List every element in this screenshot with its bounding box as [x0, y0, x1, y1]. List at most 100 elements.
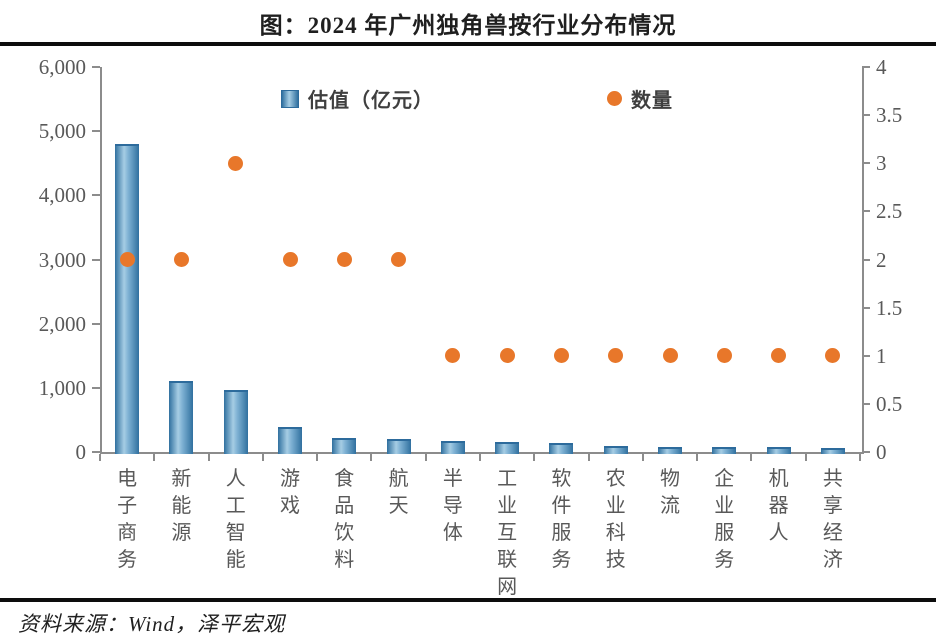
right-axis-tick-label: 2 — [876, 247, 887, 272]
right-axis-tick — [862, 402, 870, 405]
bar-航天 — [386, 438, 411, 454]
left-axis-tick — [92, 194, 100, 197]
left-axis-tick-label: 1,000 — [38, 375, 86, 400]
bar-series-swatch-icon — [281, 89, 299, 108]
right-axis-tick — [862, 354, 870, 357]
x-axis-tick — [153, 454, 156, 461]
category-label-航天: 航天 — [388, 468, 409, 517]
right-axis-tick — [862, 114, 870, 117]
bar-机器人 — [766, 447, 791, 454]
dot-机器人 — [771, 348, 787, 364]
x-axis-tick — [533, 454, 536, 461]
right-axis-tick-label: 1.5 — [876, 295, 903, 320]
data-source-note: 资料来源：Wind，泽平宏观 — [18, 612, 286, 636]
dot-软件服务 — [553, 348, 569, 364]
category-label-食品饮料: 食品饮料 — [334, 468, 355, 571]
x-axis-tick — [261, 454, 264, 461]
dot-农业科技 — [608, 348, 624, 364]
dot-工业互联网 — [499, 348, 515, 364]
right-axis-tick-label: 0 — [876, 440, 887, 464]
left-axis-tick-label: 2,000 — [38, 311, 86, 336]
x-axis-tick — [424, 454, 427, 461]
footer-divider-line — [0, 598, 936, 602]
left-axis-tick — [92, 66, 100, 68]
bar-食品饮料 — [332, 438, 357, 454]
bar-半导体 — [440, 441, 465, 454]
category-label-工业互联网: 工业互联网 — [497, 468, 518, 598]
dot-企业服务 — [716, 348, 732, 364]
bar-物流 — [658, 446, 682, 454]
x-axis-tick — [479, 454, 481, 461]
legend-valuation-label: 估值（亿元） — [308, 90, 434, 112]
x-axis-tick — [804, 454, 807, 461]
legend-item-valuation: 估值（亿元） — [281, 84, 434, 113]
right-axis-tick — [862, 66, 870, 68]
bar-游戏 — [278, 426, 302, 454]
category-label-农业科技: 农业科技 — [605, 468, 626, 571]
right-axis-tick-label: 3 — [876, 151, 887, 176]
legend-count-label: 数量 — [631, 90, 673, 112]
left-axis-tick — [92, 322, 100, 325]
right-axis-tick-label: 4 — [876, 55, 887, 79]
right-axis-tick-label: 2.5 — [876, 199, 903, 224]
bar-企业服务 — [712, 446, 737, 454]
left-axis-tick-label: 3,000 — [38, 247, 86, 272]
x-axis-tick — [99, 454, 101, 461]
bar-电子商务 — [115, 144, 140, 454]
right-axis-tick — [862, 210, 870, 213]
x-axis-tick — [641, 454, 644, 461]
left-axis-tick-label: 5,000 — [38, 119, 86, 144]
right-axis-tick-label: 1 — [876, 343, 887, 368]
category-label-共享经济: 共享经济 — [822, 468, 843, 571]
dot-游戏 — [282, 252, 298, 267]
category-label-软件服务: 软件服务 — [551, 468, 572, 571]
x-axis-tick — [370, 454, 373, 461]
x-axis-tick — [587, 454, 590, 461]
chart-title: 图：2024 年广州独角兽按行业分布情况 — [259, 13, 677, 38]
x-axis-tick — [316, 454, 319, 461]
category-label-电子商务: 电子商务 — [117, 468, 138, 571]
bar-共享经济 — [820, 447, 845, 454]
plot-area — [100, 67, 864, 454]
dot-电子商务 — [119, 252, 135, 267]
x-axis-tick — [750, 454, 753, 461]
category-label-人工智能: 人工智能 — [225, 468, 246, 571]
x-axis-tick — [859, 454, 861, 461]
dot-人工智能 — [228, 155, 244, 171]
right-axis-tick — [862, 258, 870, 261]
x-axis-tick — [696, 454, 699, 461]
dot-新能源 — [173, 252, 189, 267]
left-axis-tick — [92, 258, 100, 261]
category-label-半导体: 半导体 — [442, 468, 463, 544]
dot-共享经济 — [825, 348, 841, 364]
left-axis-tick-label: 6,000 — [38, 55, 86, 79]
category-label-新能源: 新能源 — [171, 468, 192, 544]
category-label-游戏: 游戏 — [280, 468, 300, 517]
right-axis-tick — [862, 451, 870, 453]
dot-食品饮料 — [336, 252, 352, 267]
dot-航天 — [391, 252, 407, 267]
right-axis-tick-label: 0.5 — [876, 391, 903, 416]
legend-item-count: 数量 — [607, 84, 673, 113]
left-axis-tick — [92, 130, 100, 133]
x-axis-tick — [207, 454, 210, 461]
right-axis-tick — [862, 162, 870, 165]
left-axis-tick — [92, 386, 100, 389]
right-axis-tick-label: 3.5 — [876, 103, 903, 128]
right-axis-tick — [862, 306, 870, 309]
left-axis-tick-label: 4,000 — [38, 183, 86, 208]
dot-物流 — [662, 348, 678, 364]
dot-series-swatch-icon — [607, 91, 622, 106]
dot-半导体 — [445, 348, 461, 364]
left-axis-tick-label: 0 — [75, 440, 87, 464]
category-label-物流: 物流 — [660, 468, 680, 517]
bar-农业科技 — [603, 445, 628, 454]
title-divider-line — [0, 42, 936, 46]
category-label-机器人: 机器人 — [768, 468, 789, 544]
bar-新能源 — [169, 381, 194, 454]
bar-工业互联网 — [495, 441, 520, 454]
bar-人工智能 — [223, 389, 248, 454]
left-axis-tick — [92, 451, 100, 453]
category-label-企业服务: 企业服务 — [714, 468, 735, 571]
